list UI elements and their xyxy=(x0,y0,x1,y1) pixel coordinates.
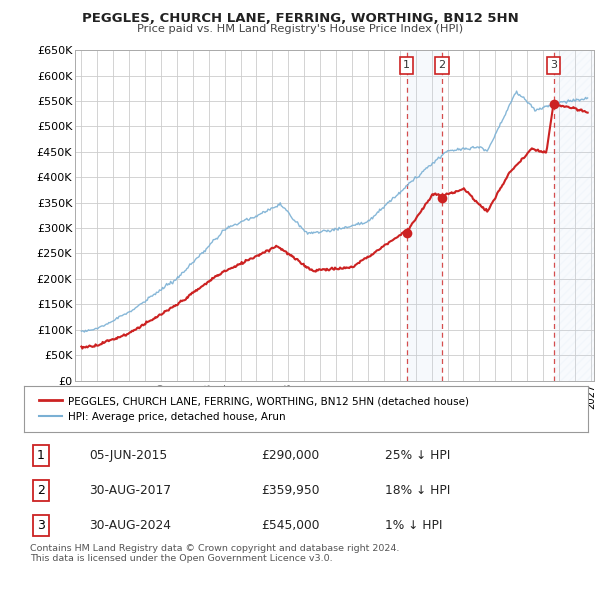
Text: 05-JUN-2015: 05-JUN-2015 xyxy=(89,448,167,462)
Text: 18% ↓ HPI: 18% ↓ HPI xyxy=(385,484,451,497)
Text: 30-AUG-2024: 30-AUG-2024 xyxy=(89,519,171,533)
Text: Price paid vs. HM Land Registry's House Price Index (HPI): Price paid vs. HM Land Registry's House … xyxy=(137,24,463,34)
Bar xyxy=(407,50,442,381)
Text: £545,000: £545,000 xyxy=(261,519,319,533)
Text: 2: 2 xyxy=(37,484,45,497)
Bar xyxy=(554,50,594,381)
Text: Contains HM Land Registry data © Crown copyright and database right 2024.
This d: Contains HM Land Registry data © Crown c… xyxy=(30,544,400,563)
Text: 1: 1 xyxy=(37,448,45,462)
Text: 25% ↓ HPI: 25% ↓ HPI xyxy=(385,448,451,462)
Text: 1: 1 xyxy=(403,60,410,70)
Text: £290,000: £290,000 xyxy=(261,448,319,462)
Text: 1% ↓ HPI: 1% ↓ HPI xyxy=(385,519,442,533)
Text: PEGGLES, CHURCH LANE, FERRING, WORTHING, BN12 5HN: PEGGLES, CHURCH LANE, FERRING, WORTHING,… xyxy=(82,12,518,25)
Text: £359,950: £359,950 xyxy=(261,484,319,497)
Text: 2: 2 xyxy=(439,60,446,70)
Text: 3: 3 xyxy=(37,519,45,533)
Text: 30-AUG-2017: 30-AUG-2017 xyxy=(89,484,171,497)
Text: 3: 3 xyxy=(550,60,557,70)
Legend: PEGGLES, CHURCH LANE, FERRING, WORTHING, BN12 5HN (detached house), HPI: Average: PEGGLES, CHURCH LANE, FERRING, WORTHING,… xyxy=(35,392,473,426)
